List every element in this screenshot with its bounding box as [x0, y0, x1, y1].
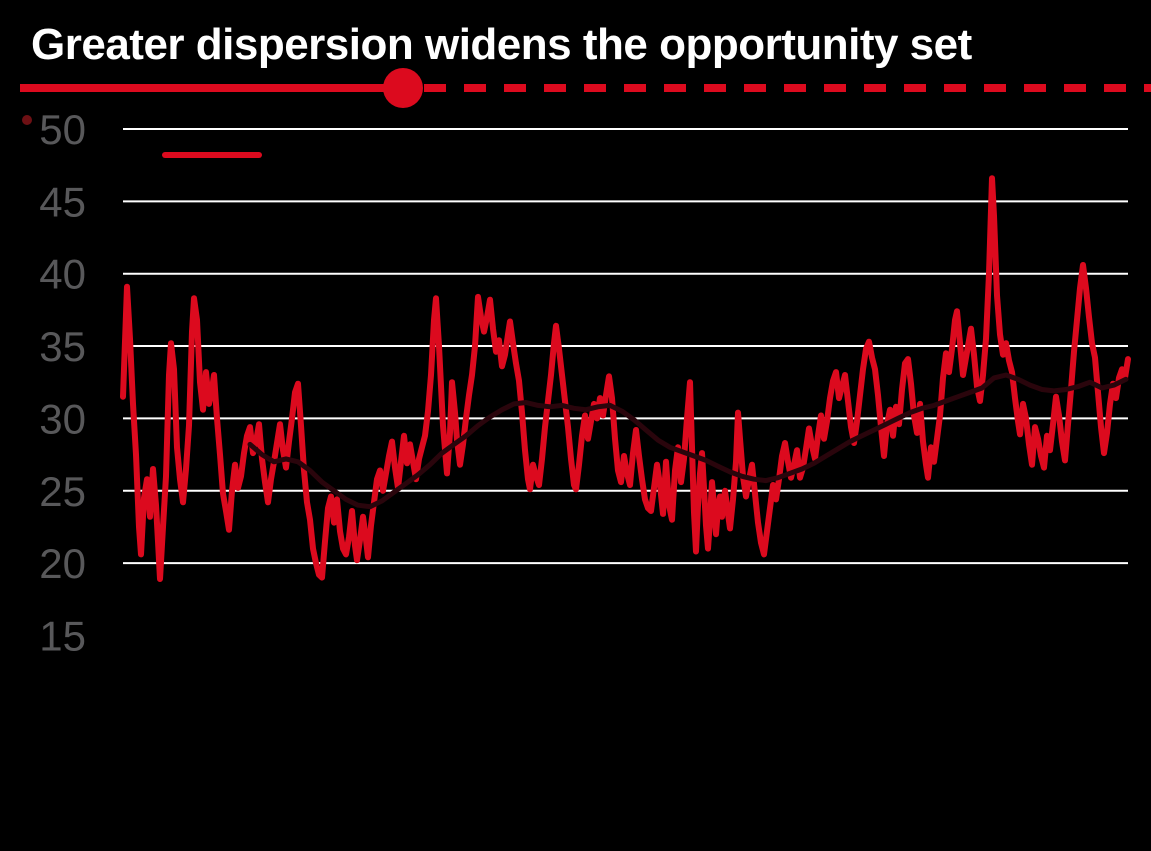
- y-tick-label-25: 25: [39, 468, 86, 515]
- y-tick-label-35: 35: [39, 323, 86, 370]
- bullet-dot: [22, 115, 32, 125]
- page-title: Greater dispersion widens the opportunit…: [31, 20, 972, 69]
- y-tick-label-15: 15: [39, 612, 86, 659]
- y-tick-label-45: 45: [39, 178, 86, 225]
- y-tick-label-50: 50: [39, 106, 86, 153]
- series-dispersion: [120, 175, 1131, 582]
- series-smoothed-average: [247, 372, 1129, 510]
- header-rule-dot: [383, 68, 423, 108]
- y-tick-label-20: 20: [39, 540, 86, 587]
- y-tick-label-40: 40: [39, 251, 86, 298]
- y-tick-label-30: 30: [39, 395, 86, 442]
